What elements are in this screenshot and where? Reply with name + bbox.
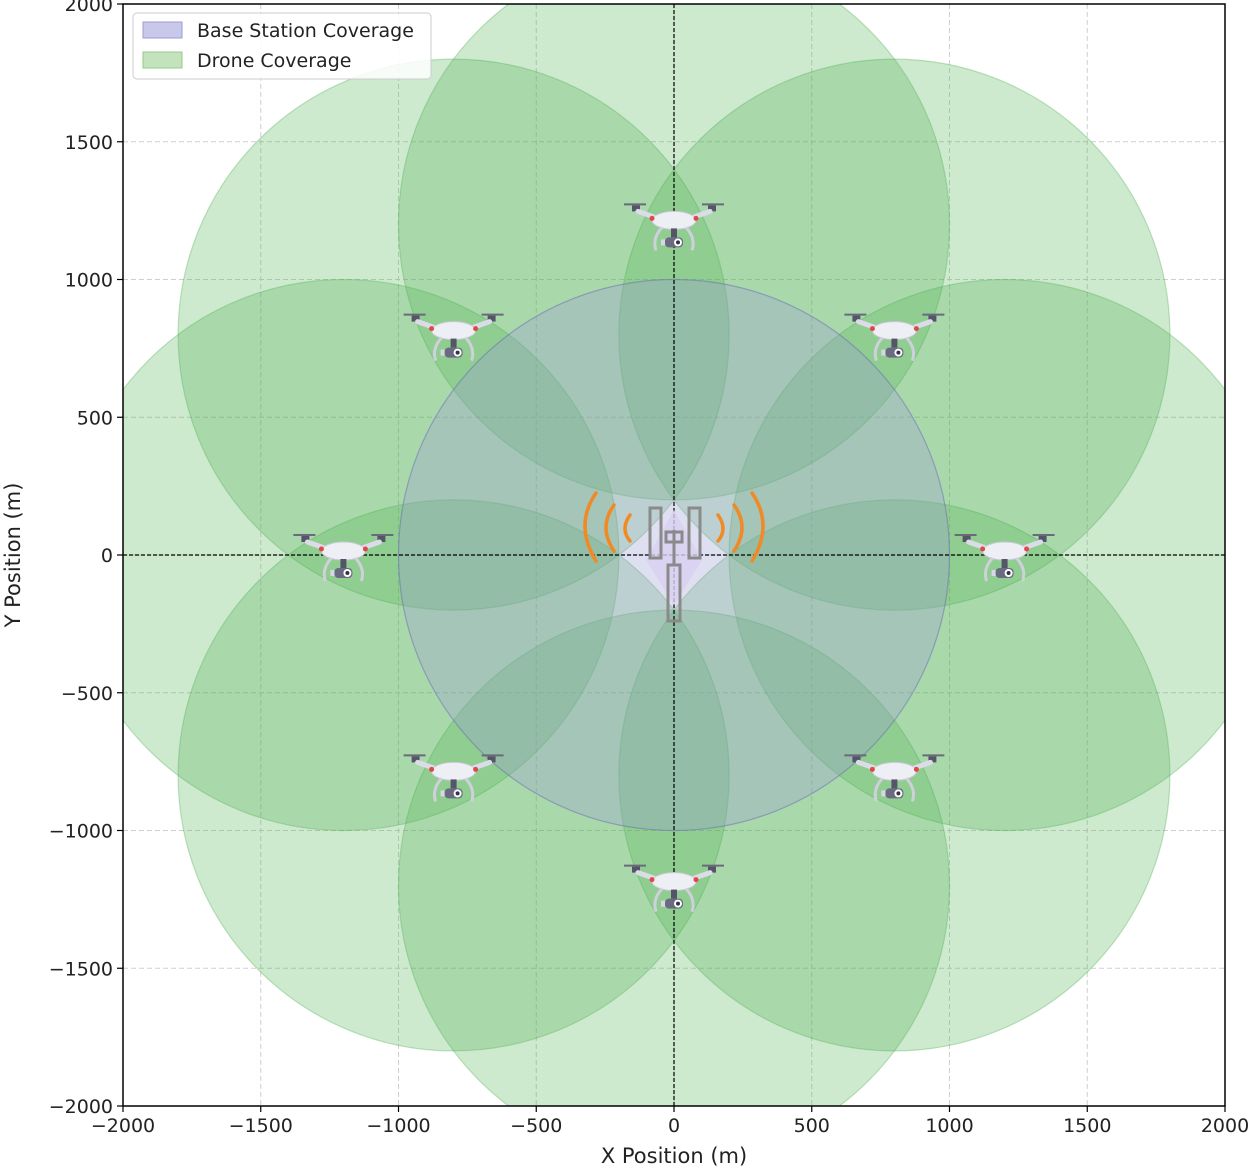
y-tick-label: −500 (61, 683, 113, 705)
ticks: −2000 −1500 −1000 −500 0 500 1000 1500 2000 −2000… (49, 0, 1249, 1137)
x-tick-label: −2000 (91, 1115, 155, 1137)
y-axis-label: Y Position (m) (1, 483, 25, 629)
x-tick-label: 1500 (1063, 1115, 1111, 1137)
x-axis-label: X Position (m) (601, 1144, 747, 1168)
base-station-tower-icon (646, 506, 702, 623)
y-tick-label: 500 (77, 407, 113, 429)
y-tick-label: 1500 (65, 132, 113, 154)
legend-swatch-drone (142, 51, 183, 69)
legend-label-drone: Drone Coverage (197, 50, 351, 72)
y-tick-label: −1500 (49, 958, 113, 980)
x-tick-label: −1000 (366, 1115, 430, 1137)
y-tick-label: 0 (101, 545, 113, 567)
x-tick-label: −500 (510, 1115, 562, 1137)
x-tick-label: 1000 (925, 1115, 973, 1137)
y-tick-label: −2000 (49, 1096, 113, 1118)
legend-box (132, 12, 432, 80)
y-tick-label: 2000 (65, 0, 113, 16)
legend-label-base-station: Base Station Coverage (197, 20, 414, 42)
y-tick-label: −1000 (49, 821, 113, 843)
x-tick-label: −1500 (229, 1115, 293, 1137)
signal-waves-icon (583, 491, 765, 563)
x-tick-label: 0 (668, 1115, 680, 1137)
y-tick-label: 1000 (65, 270, 113, 292)
legend: Base Station Coverage Drone Coverage (132, 12, 432, 80)
legend-swatch-base-station (142, 21, 183, 39)
x-tick-label: 500 (794, 1115, 830, 1137)
x-tick-label: 2000 (1201, 1115, 1249, 1137)
